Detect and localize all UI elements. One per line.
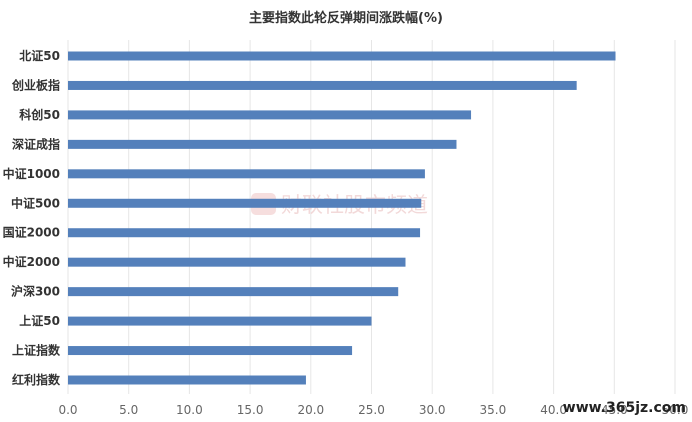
x-tick-label: 0.0 <box>58 403 77 417</box>
bar <box>68 139 457 149</box>
watermark-url: www.365jz.com <box>563 400 686 416</box>
x-tick-label: 20.0 <box>297 403 324 417</box>
category-label: 上证指数 <box>12 343 61 358</box>
bars <box>68 51 616 385</box>
category-label: 科创50 <box>19 107 60 122</box>
bar <box>68 169 425 179</box>
bar <box>68 198 422 208</box>
category-label: 国证2000 <box>3 226 60 240</box>
x-tick-label: 35.0 <box>480 403 507 417</box>
category-label: 沪深300 <box>11 284 60 299</box>
category-label: 中证1000 <box>3 166 60 181</box>
x-tick-label: 50.0 <box>662 403 689 417</box>
category-label: 上证50 <box>19 313 60 328</box>
bar <box>68 110 472 120</box>
bar <box>68 375 306 385</box>
bar <box>68 287 399 297</box>
category-label: 创业板指 <box>11 77 60 92</box>
category-label: 中证500 <box>11 195 60 210</box>
bar <box>68 80 577 90</box>
bar <box>68 316 372 326</box>
x-tick-labels: 0.0 5.0 10.0 15.0 20.0 25.0 30.0 35.0 40.0 45.0 50… <box>58 403 688 417</box>
category-label: 深证成指 <box>12 136 60 151</box>
x-tick-label: 5.0 <box>119 403 138 417</box>
bar <box>68 346 353 356</box>
category-label: 北证50 <box>19 48 60 63</box>
grid-lines <box>67 40 676 394</box>
x-tick-label: 15.0 <box>237 403 264 417</box>
chart-title: 主要指数此轮反弹期间涨跌幅(%) <box>249 10 443 26</box>
x-tick-label: 10.0 <box>176 403 203 417</box>
bar <box>68 228 421 238</box>
category-label: 中证2000 <box>3 254 60 269</box>
bar <box>68 257 406 267</box>
bar <box>68 51 616 61</box>
x-tick-label: 45.0 <box>601 403 628 417</box>
x-tick-label: 30.0 <box>419 403 446 417</box>
x-tick-label: 25.0 <box>358 403 385 417</box>
x-tick-label: 40.0 <box>540 403 567 417</box>
category-label: 红利指数 <box>12 372 61 387</box>
